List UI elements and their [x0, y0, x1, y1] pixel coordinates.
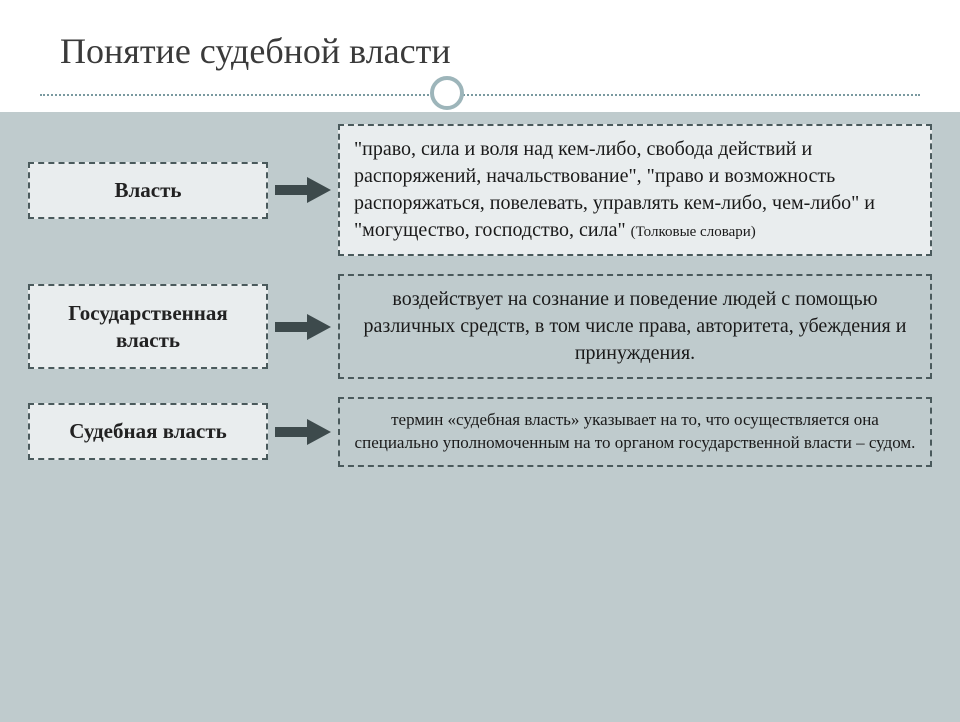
term-box-judicial-power: Судебная власть — [28, 403, 268, 460]
arrow-right-icon — [275, 417, 331, 447]
definition-source: (Толковые словари) — [631, 224, 756, 240]
arrow-cell — [268, 417, 338, 447]
arrow-right-icon — [275, 175, 331, 205]
definition-text: "право, сила и воля над кем-либо, свобод… — [354, 138, 875, 241]
divider — [0, 82, 960, 112]
page-title: Понятие судебной власти — [60, 30, 920, 72]
slide: Понятие судебной власти Власть "право, с… — [0, 0, 960, 720]
dotted-line — [40, 94, 920, 96]
definition-box-power: "право, сила и воля над кем-либо, свобод… — [338, 124, 932, 256]
term-box-state-power: Государственная власть — [28, 284, 268, 369]
arrow-cell — [268, 175, 338, 205]
arrow-cell — [268, 312, 338, 342]
title-area: Понятие судебной власти — [0, 0, 960, 82]
definition-box-judicial-power: термин «судебная власть» указывает на то… — [338, 397, 932, 467]
definition-box-state-power: воздействует на сознание и поведение люд… — [338, 274, 932, 379]
diagram-row: Власть "право, сила и воля над кем-либо,… — [28, 124, 932, 256]
diagram-row: Судебная власть термин «судебная власть»… — [28, 397, 932, 467]
arrow-right-icon — [275, 312, 331, 342]
ring-decoration — [430, 76, 464, 110]
term-box-power: Власть — [28, 162, 268, 219]
content-area: Власть "право, сила и воля над кем-либо,… — [0, 112, 960, 722]
diagram-row: Государственная власть воздействует на с… — [28, 274, 932, 379]
